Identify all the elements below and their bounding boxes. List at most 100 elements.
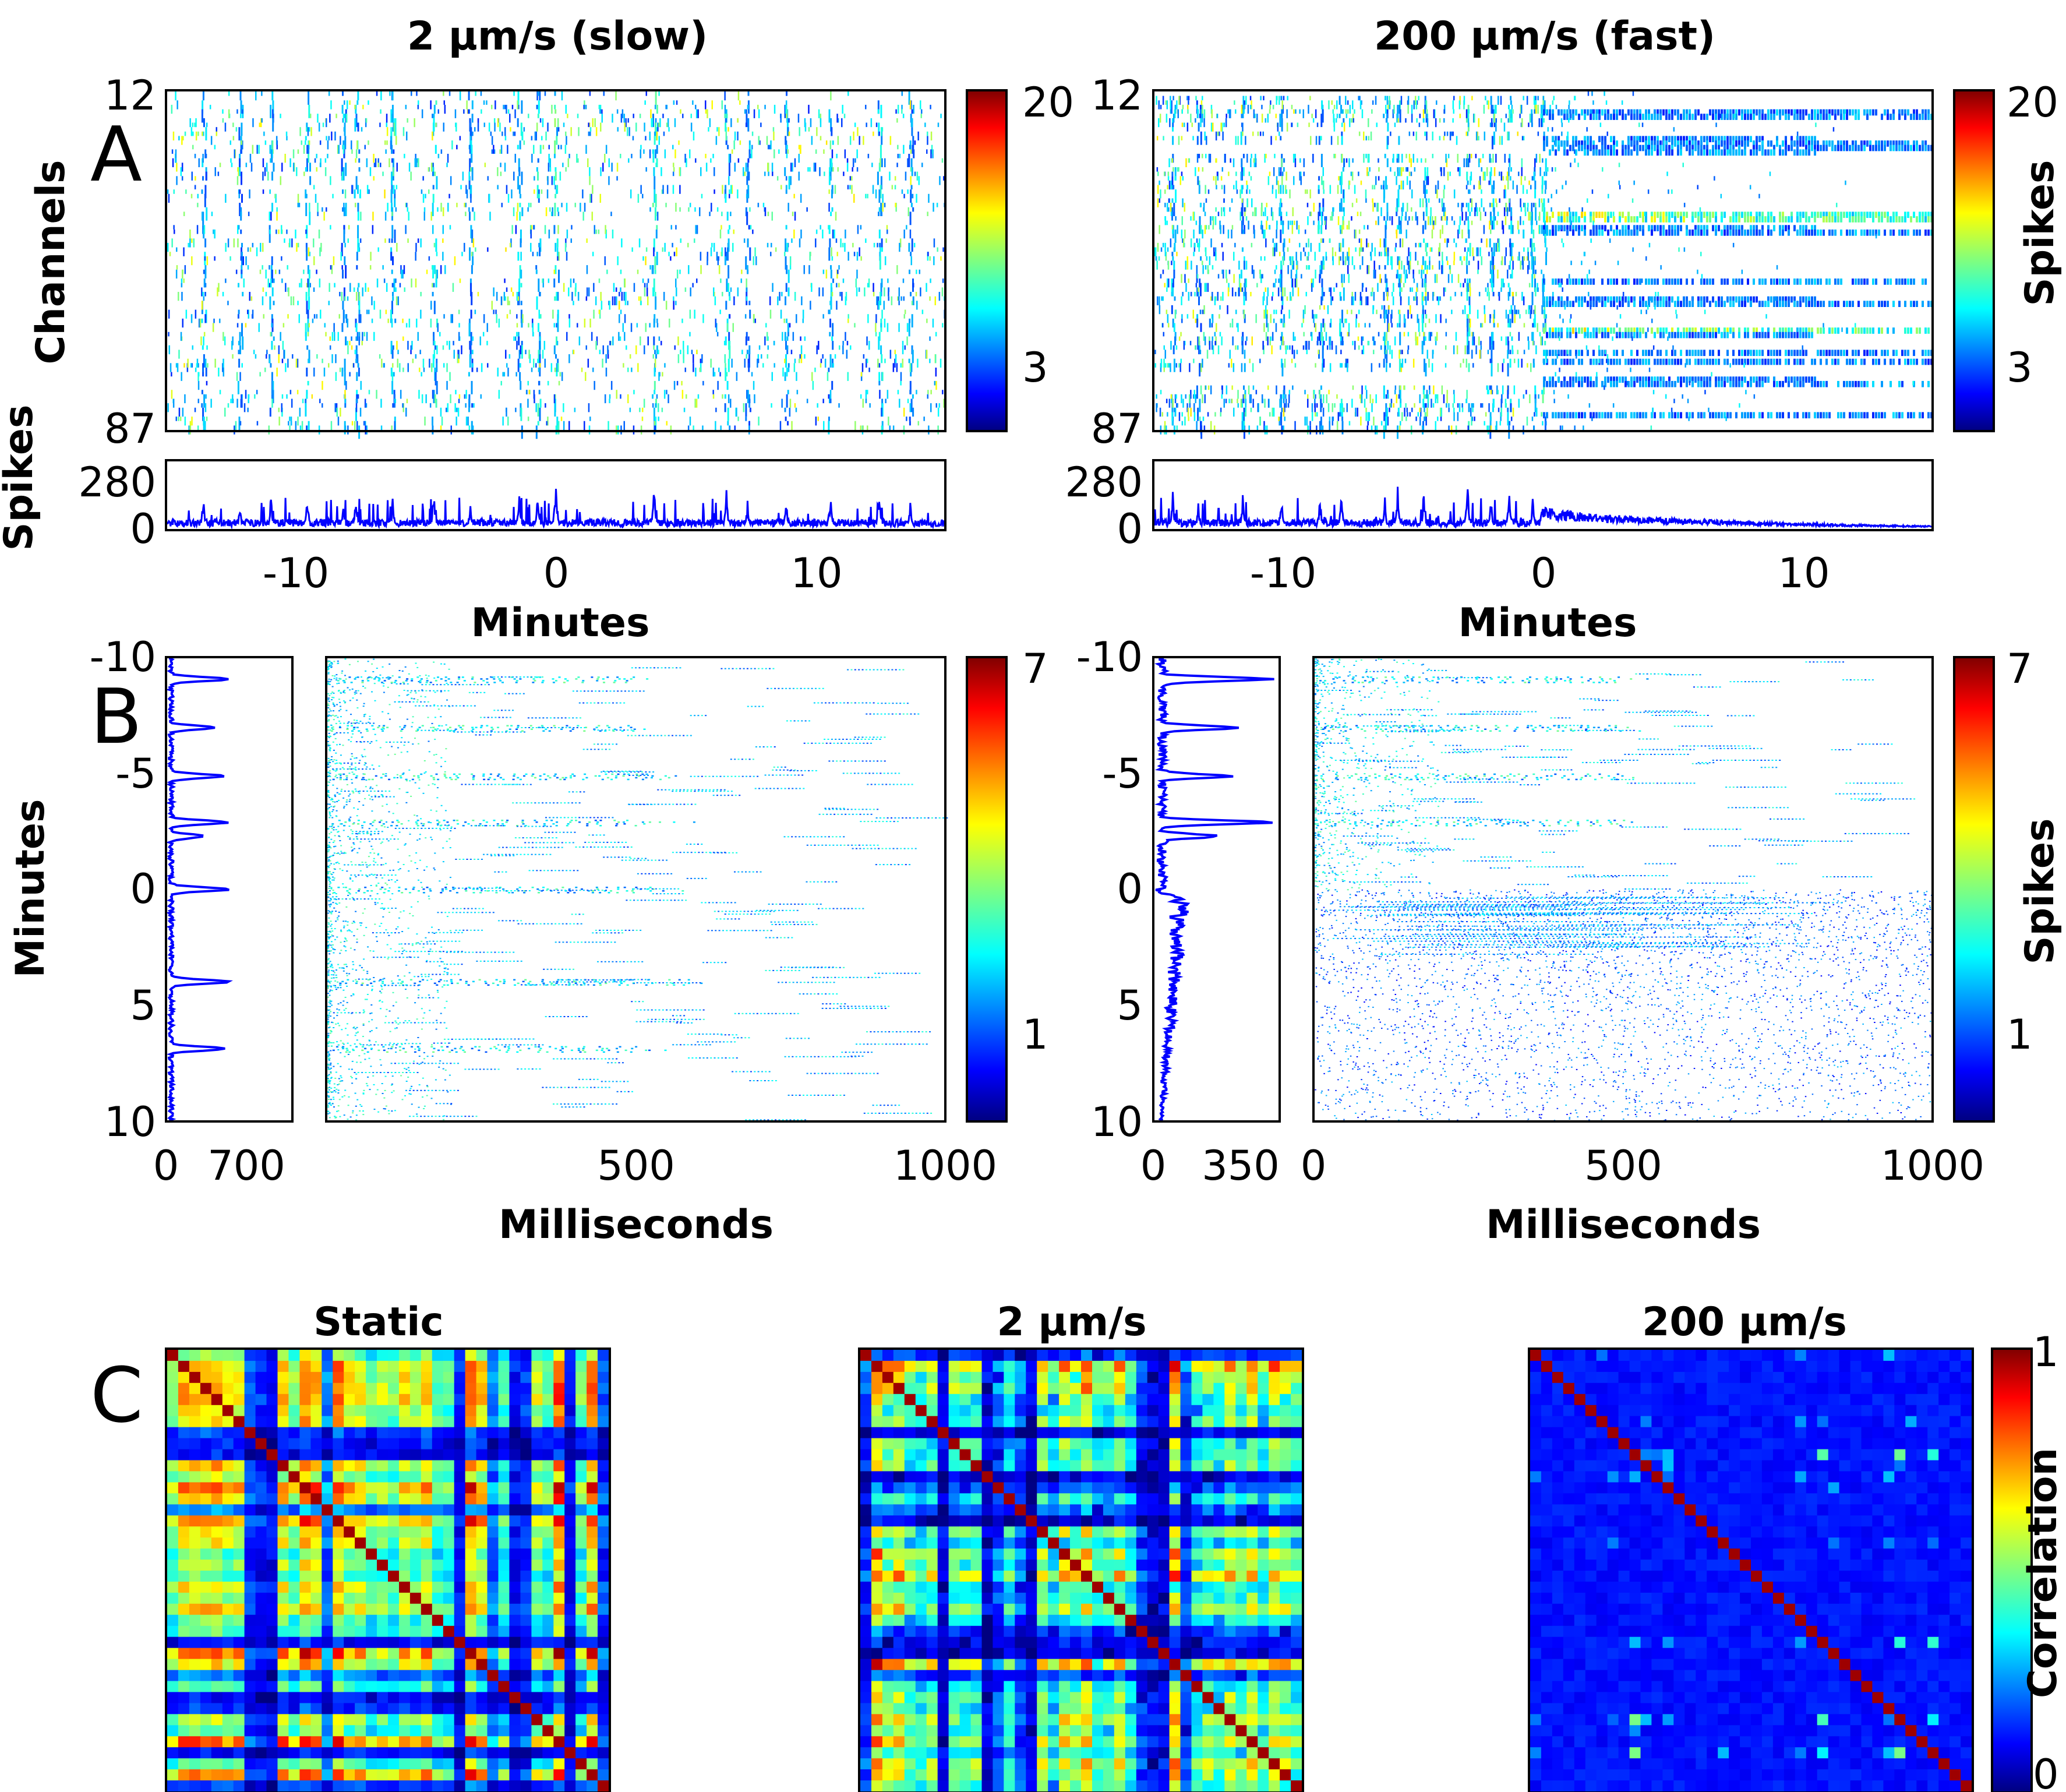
- raster-mark: [1386, 350, 1388, 364]
- raster-mark: [342, 114, 345, 123]
- raster-mark: [697, 394, 700, 399]
- raster-mark: [939, 176, 941, 185]
- raster-mark: [815, 230, 818, 234]
- raster-mark: [748, 301, 751, 305]
- raster-mark: [394, 421, 395, 430]
- raster-mark: [1491, 269, 1493, 279]
- raster-mark: [786, 242, 788, 252]
- raster-mark: [1394, 122, 1396, 128]
- raster-mark: [1174, 109, 1176, 118]
- raster-mark: [338, 314, 340, 319]
- raster-mark: [851, 185, 853, 194]
- raster-mark: [1391, 260, 1393, 270]
- raster-mark: [1512, 292, 1514, 301]
- raster-mark: [408, 211, 409, 221]
- raster-mark: [929, 256, 931, 261]
- raster-mark: [1415, 336, 1417, 345]
- raster-mark: [631, 154, 633, 158]
- raster-mark: [1294, 154, 1296, 158]
- raster-mark: [549, 207, 551, 212]
- raster-mark: [338, 144, 340, 154]
- raster-mark: [1303, 331, 1305, 337]
- raster-mark: [329, 336, 331, 341]
- raster-mark: [1517, 220, 1519, 230]
- raster-mark: [242, 109, 243, 114]
- raster-mark: [564, 242, 567, 252]
- raster-mark: [1173, 96, 1174, 101]
- raster-mark: [1400, 403, 1402, 408]
- raster-mark: [753, 256, 754, 266]
- raster-mark: [1392, 292, 1393, 297]
- raster-mark: [1316, 412, 1318, 417]
- raster-mark: [425, 394, 427, 404]
- raster-mark: [584, 421, 585, 430]
- raster-mark: [519, 372, 521, 381]
- raster-mark: [1390, 256, 1392, 266]
- raster-mark: [391, 114, 394, 123]
- raster-mark: [1421, 269, 1422, 279]
- raster-mark: [771, 211, 773, 221]
- raster-mark: [306, 394, 308, 399]
- raster-mark: [457, 350, 459, 354]
- raster-mark: [583, 104, 585, 110]
- raster-mark: [394, 398, 396, 404]
- raster-mark: [554, 368, 556, 372]
- raster-mark: [1320, 211, 1323, 221]
- raster-mark: [811, 136, 813, 145]
- raster-mark: [745, 163, 747, 172]
- raster-mark: [184, 265, 186, 274]
- raster-mark: [1400, 220, 1402, 230]
- raster-mark: [422, 176, 424, 181]
- raster-mark: [313, 314, 316, 319]
- raster-mark: [1491, 345, 1493, 350]
- raster-mark: [907, 189, 909, 194]
- raster-mark: [311, 394, 313, 399]
- raster-mark: [1200, 118, 1202, 128]
- raster-mark: [557, 363, 559, 372]
- raster-mark: [280, 331, 281, 341]
- raster-mark: [772, 171, 774, 177]
- raster-mark: [823, 421, 825, 430]
- raster-mark: [455, 417, 457, 426]
- raster-mark: [1397, 225, 1399, 230]
- raster-mark: [1266, 216, 1269, 221]
- raster-mark: [463, 109, 465, 114]
- raster-mark: [1164, 216, 1167, 225]
- raster-mark: [808, 265, 810, 274]
- raster-mark: [259, 372, 261, 377]
- raster-mark: [764, 171, 766, 177]
- raster-mark: [1440, 407, 1442, 417]
- raster-mark: [937, 247, 938, 252]
- raster-mark: [687, 425, 690, 430]
- raster-mark: [238, 350, 240, 354]
- raster-mark: [1275, 278, 1277, 283]
- raster-mark: [173, 189, 175, 194]
- raster-mark: [239, 167, 241, 177]
- raster-mark: [312, 318, 314, 323]
- raster-mark: [589, 127, 592, 132]
- raster-mark: [1408, 216, 1410, 221]
- raster-mark: [1188, 292, 1190, 301]
- y-tick-280: 280: [78, 458, 156, 506]
- raster-mark: [359, 189, 361, 199]
- raster-mark: [358, 296, 361, 310]
- raster-mark: [746, 390, 748, 399]
- raster-mark: [230, 398, 232, 404]
- raster-mark: [183, 363, 185, 368]
- raster-mark: [613, 283, 615, 292]
- raster-mark: [241, 252, 243, 256]
- raster-mark: [850, 345, 852, 350]
- raster-mark: [751, 372, 753, 377]
- raster-mark: [1522, 185, 1524, 194]
- raster-mark: [881, 403, 884, 417]
- raster-mark: [1339, 114, 1341, 118]
- raster-mark: [344, 242, 346, 248]
- raster-mark: [831, 336, 834, 341]
- raster-mark: [1496, 220, 1498, 225]
- raster-mark: [1479, 176, 1481, 185]
- raster-mark: [538, 100, 540, 114]
- raster-mark: [225, 278, 227, 283]
- raster-mark: [1312, 309, 1313, 319]
- raster-mark: [1320, 323, 1322, 332]
- raster-mark: [588, 122, 591, 128]
